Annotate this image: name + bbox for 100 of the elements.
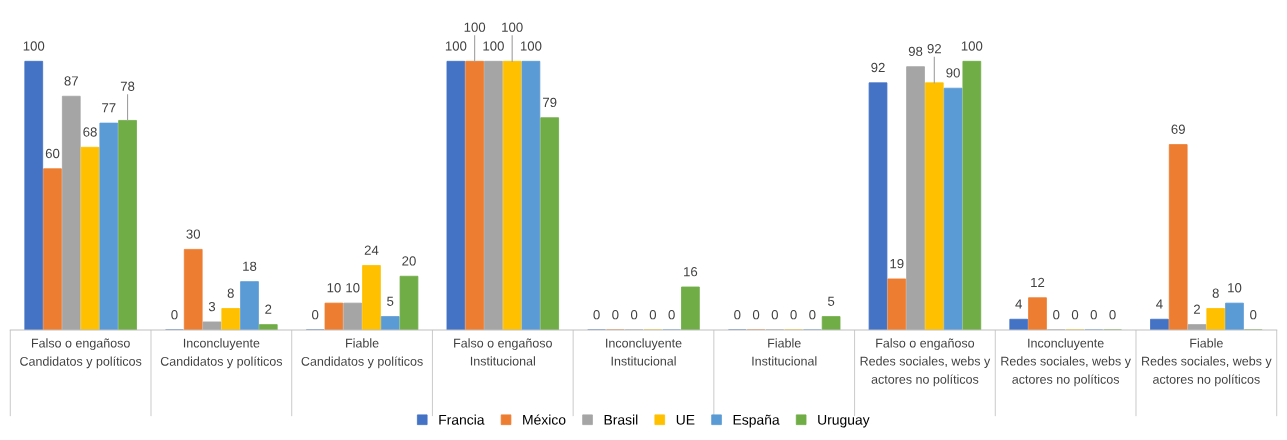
data-label: 0 [593, 309, 600, 320]
data-label: 5 [387, 296, 394, 306]
data-label: 3 [208, 301, 216, 312]
data-label: 100 [464, 22, 486, 32]
data-label: 100 [520, 41, 542, 51]
data-label: 0 [668, 309, 675, 320]
bar [962, 60, 982, 330]
data-label: 0 [771, 309, 778, 320]
data-label: 24 [364, 245, 379, 255]
data-label: 2 [1193, 304, 1200, 314]
bar [906, 66, 925, 330]
data-label: 5 [827, 296, 835, 306]
legend-label: UE [676, 415, 695, 425]
x-tick-label: Falso o engañoso Candidatos y políticos [20, 338, 142, 369]
bar [1206, 308, 1226, 330]
data-label: 0 [752, 309, 760, 320]
data-label: 19 [890, 258, 904, 269]
bar [1225, 302, 1244, 330]
bar [80, 146, 100, 330]
bar [1028, 297, 1047, 330]
bar [399, 275, 419, 330]
bar [118, 120, 137, 330]
bar [221, 308, 241, 330]
bar [924, 82, 944, 330]
x-tick-label: Inconcluyente Institucional [606, 338, 682, 366]
data-label: 18 [243, 261, 257, 271]
data-label: 10 [327, 283, 341, 293]
legend-label: México [523, 414, 566, 425]
bar [240, 281, 259, 330]
bar [681, 286, 700, 330]
x-tick-label: Fiable Candidatos y políticos [301, 338, 423, 369]
data-label: 0 [809, 309, 816, 320]
legend-label: Uruguay [818, 415, 870, 428]
data-label: 0 [312, 309, 319, 320]
data-label: 68 [83, 127, 97, 137]
data-label: 77 [102, 103, 116, 113]
bar [99, 122, 119, 330]
x-tick-label: Inconcluyente Candidatos y políticos [160, 338, 283, 369]
legend-label: Brasil [604, 414, 638, 425]
data-label: 0 [1071, 309, 1079, 320]
x-tick-label: Inconcluyente Redes sociales, webs y actores no políticos [1001, 338, 1131, 387]
x-tick-label: Falso o engañoso Redes sociales, webs y actores no políticos [860, 338, 991, 387]
data-label: 10 [346, 283, 360, 293]
bar [465, 60, 484, 330]
data-label: 2 [265, 304, 272, 314]
data-label: 12 [1031, 277, 1045, 287]
bar [24, 60, 44, 330]
data-label: 8 [1212, 288, 1219, 298]
legend-label: España [733, 414, 780, 428]
data-label: 90 [946, 68, 960, 78]
data-label: 4 [1156, 299, 1163, 309]
bar [943, 87, 963, 330]
bar [821, 316, 841, 330]
data-label: 98 [908, 46, 923, 57]
bar [446, 60, 466, 330]
bar [61, 95, 81, 330]
bar [202, 321, 222, 330]
data-label: 30 [186, 229, 201, 239]
bar [324, 302, 344, 330]
data-label: 0 [1090, 309, 1097, 320]
x-tick-label: Fiable Redes sociales, webs y actores no políticos [1142, 338, 1272, 387]
bar [868, 82, 888, 330]
data-label: 0 [790, 309, 797, 320]
bar [502, 60, 522, 330]
bar [183, 248, 203, 330]
data-label: 69 [1171, 124, 1185, 134]
data-label: 100 [445, 41, 467, 51]
data-label: 60 [45, 148, 60, 159]
data-label: 0 [171, 309, 178, 320]
bar [43, 168, 62, 330]
x-tick-label: Fiable Institucional [752, 338, 817, 366]
bar [343, 302, 363, 330]
data-label: 100 [483, 41, 504, 51]
data-label: 87 [64, 76, 78, 86]
data-label: 100 [502, 22, 523, 32]
bar [380, 316, 400, 330]
data-label: 0 [734, 309, 741, 320]
bar [1168, 144, 1188, 330]
x-tick-label: Falso o engañoso Institucional [454, 338, 552, 366]
data-label: 10 [1228, 283, 1242, 293]
data-label: 92 [927, 44, 941, 54]
bar [362, 265, 381, 330]
bar [887, 278, 907, 330]
data-label: 4 [1015, 299, 1023, 309]
data-label: 16 [684, 267, 698, 277]
data-label: 78 [120, 81, 135, 91]
bar [521, 60, 541, 330]
data-label: 100 [961, 41, 983, 51]
data-label: 79 [543, 97, 557, 108]
data-label: 8 [227, 288, 234, 298]
bar [1150, 318, 1169, 330]
data-label: 0 [1053, 309, 1060, 320]
bar [484, 60, 503, 330]
data-label: 0 [1109, 309, 1116, 320]
legend-label: Francia [439, 414, 485, 425]
bar [1009, 318, 1029, 330]
data-label: 92 [871, 62, 885, 73]
data-label: 100 [23, 41, 45, 51]
data-label: 20 [402, 256, 416, 266]
bar [540, 117, 560, 330]
